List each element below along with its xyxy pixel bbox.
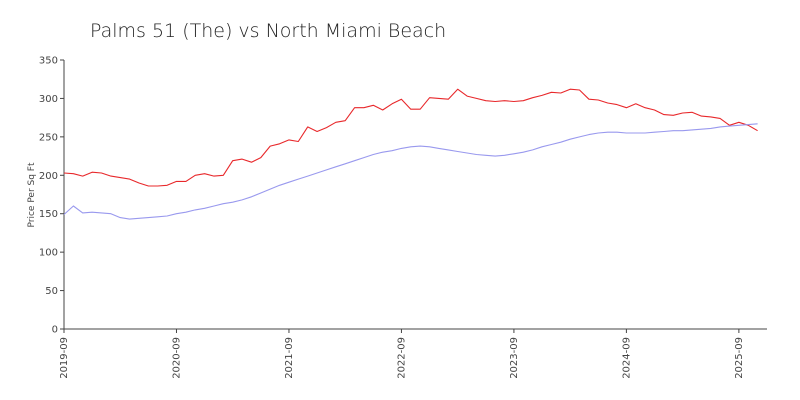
series-line-1 [63,88,758,187]
x-tick-label: 2020-09 [171,337,182,379]
y-axis-title: Price Per Sq Ft [27,162,37,227]
y-tick-label: 350 [39,56,58,67]
x-tick-label: 2022-09 [396,337,407,379]
y-tick-label: 250 [39,132,58,143]
y-tick-label: 200 [39,171,58,182]
y-axis: 0 50 100 150 200 250 300 350 [39,56,65,336]
x-tick-label: 2019-09 [59,337,70,379]
x-tick-label: 2025-09 [734,337,745,379]
y-tick-label: 50 [45,286,58,297]
y-tick-label: 0 [52,325,58,336]
series-layer [63,88,758,220]
y-tick-label: 300 [39,94,58,105]
series-line-2 [63,123,758,220]
x-tick-label: 2024-09 [621,337,632,379]
x-tick-label: 2021-09 [284,337,295,379]
x-axis: 2019-09 2020-09 2021-09 2022-09 2023-09 2024-… [59,328,767,379]
x-tick-label: 2023-09 [509,337,520,379]
y-tick-label: 100 [39,248,58,259]
y-tick-label: 150 [39,209,58,220]
chart-title: Palms 51 (The) vs North Miami Beach [90,20,447,42]
